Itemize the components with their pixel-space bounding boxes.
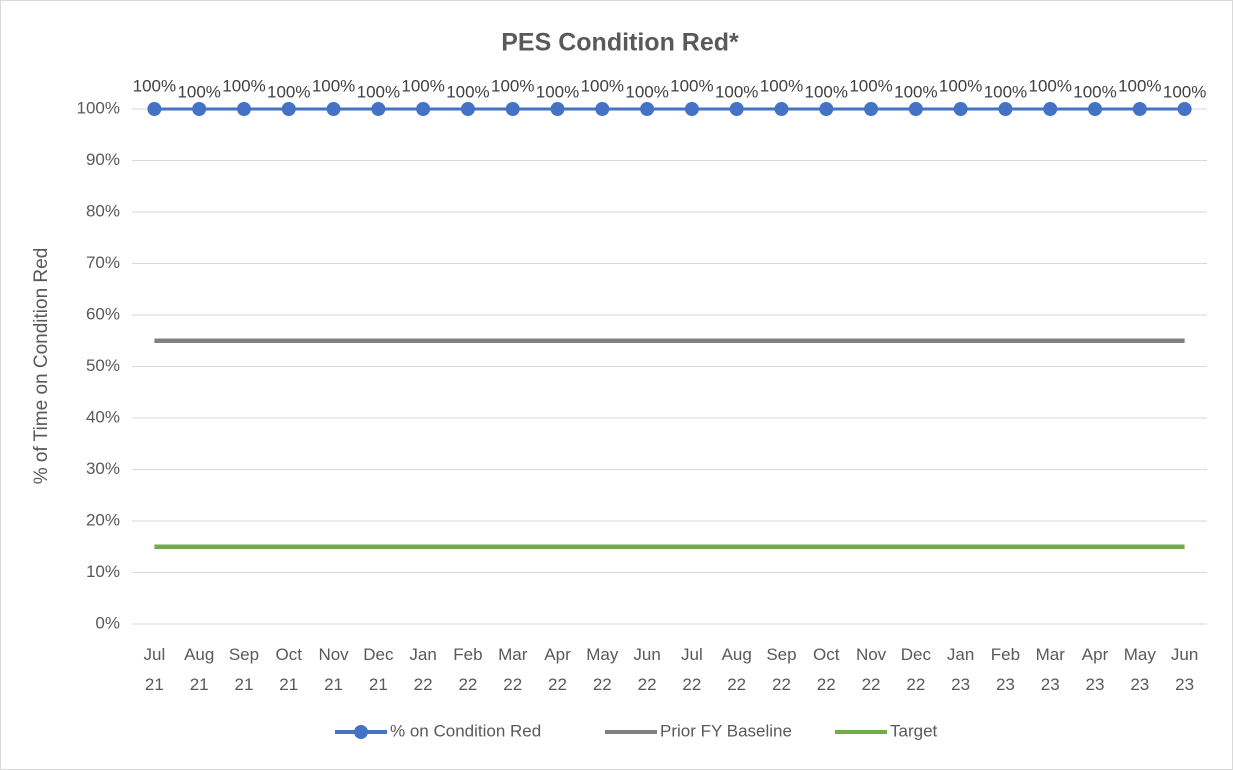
y-tick-label: 100% (77, 98, 120, 117)
x-tick-label: Mar 23 (1036, 645, 1066, 694)
chart-title: PES Condition Red* (501, 29, 739, 57)
x-tick-label: May 23 (1124, 645, 1157, 694)
point (416, 102, 431, 116)
data-label: 100% (133, 76, 176, 95)
data-label: 100% (670, 76, 713, 95)
data-label: 100% (536, 82, 579, 101)
y-tick-label: 40% (86, 407, 120, 426)
data-label: 100% (222, 76, 265, 95)
point (684, 102, 699, 116)
data-label: 100% (357, 82, 400, 101)
x-tick-label: Jan 22 (409, 645, 436, 694)
point (953, 102, 968, 116)
y-tick-label: 60% (86, 304, 120, 323)
x-tick-label: Aug 21 (184, 645, 214, 694)
point (640, 102, 655, 116)
point (236, 102, 251, 116)
data-label: 100% (581, 76, 624, 95)
x-tick-label: Feb 22 (453, 645, 482, 694)
point (819, 102, 834, 116)
legend-label: Target (890, 721, 938, 740)
point (505, 102, 520, 116)
point (908, 102, 923, 116)
data-label: 100% (894, 82, 937, 101)
point (864, 102, 879, 116)
x-tick-label: Dec 21 (363, 645, 394, 694)
point (1177, 102, 1192, 116)
data-label: 100% (1073, 82, 1116, 101)
point (460, 102, 475, 116)
y-axis-label: % of Time on Condition Red (31, 248, 52, 485)
point (998, 102, 1013, 116)
data-label: 100% (939, 76, 982, 95)
y-tick-label: 0% (95, 613, 120, 632)
x-tick-label: Nov 22 (856, 645, 887, 694)
legend-marker (354, 725, 368, 739)
x-tick-label: Jan 23 (947, 645, 974, 694)
point (1043, 102, 1058, 116)
point (281, 102, 296, 116)
data-label: 100% (1163, 82, 1206, 101)
data-label: 100% (312, 76, 355, 95)
point (729, 102, 744, 116)
x-tick-label: Dec 22 (901, 645, 932, 694)
point (595, 102, 610, 116)
point (147, 102, 162, 116)
y-tick-label: 90% (86, 150, 120, 169)
x-tick-label: Mar 22 (498, 645, 528, 694)
x-tick-label: Feb 23 (991, 645, 1020, 694)
x-tick-label: Aug 22 (722, 645, 752, 694)
point (1088, 102, 1103, 116)
data-label: 100% (715, 82, 758, 101)
x-tick-label: Jul 22 (681, 645, 703, 694)
data-label: 100% (177, 82, 220, 101)
y-tick-label: 70% (86, 253, 120, 272)
point (1132, 102, 1147, 116)
y-tick-label: 50% (86, 356, 120, 375)
data-label: 100% (625, 82, 668, 101)
x-tick-label: Apr 22 (544, 645, 571, 694)
x-tick-label: Nov 21 (318, 645, 349, 694)
x-tick-label: Jun 23 (1171, 645, 1198, 694)
y-tick-label: 80% (86, 201, 120, 220)
data-label: 100% (849, 76, 892, 95)
x-tick-label: Apr 23 (1082, 645, 1109, 694)
point (550, 102, 565, 116)
y-tick-label: 30% (86, 459, 120, 478)
point (371, 102, 386, 116)
x-tick-label: Oct 21 (276, 645, 303, 694)
x-tick-label: Sep 21 (229, 645, 259, 694)
data-label: 100% (491, 76, 534, 95)
x-tick-label: May 22 (586, 645, 619, 694)
legend-label: % on Condition Red (390, 721, 541, 740)
point (192, 102, 207, 116)
y-tick-label: 20% (86, 510, 120, 529)
data-label: 100% (760, 76, 803, 95)
x-tick-label: Jul 21 (144, 645, 166, 694)
x-tick-label: Sep 22 (766, 645, 796, 694)
data-label: 100% (446, 82, 489, 101)
data-label: 100% (401, 76, 444, 95)
point (326, 102, 341, 116)
data-label: 100% (1028, 76, 1071, 95)
y-tick-label: 10% (86, 562, 120, 581)
legend-label: Prior FY Baseline (660, 721, 792, 740)
data-label: 100% (267, 82, 310, 101)
data-label: 100% (1118, 76, 1161, 95)
x-tick-label: Jun 22 (633, 645, 660, 694)
data-label: 100% (984, 82, 1027, 101)
data-label: 100% (805, 82, 848, 101)
point (774, 102, 789, 116)
x-tick-label: Oct 22 (813, 645, 840, 694)
